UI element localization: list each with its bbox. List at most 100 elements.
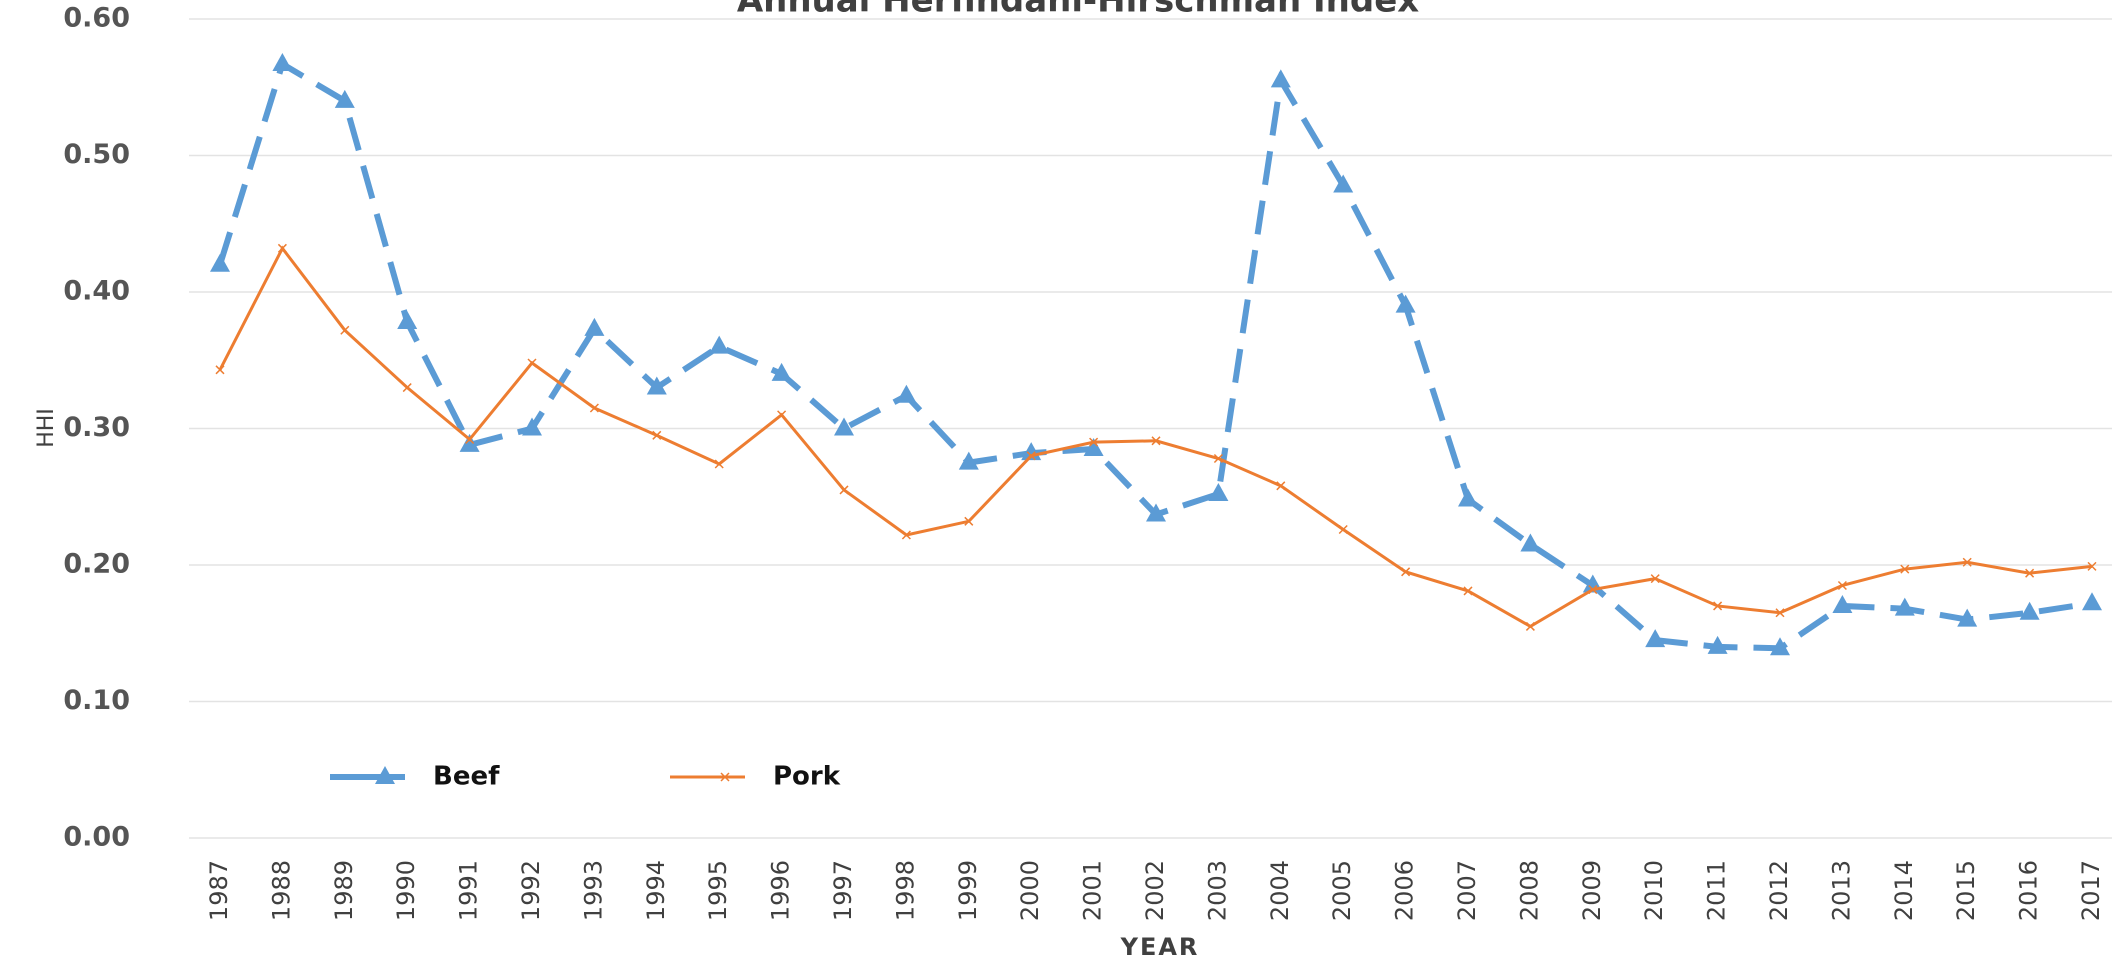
point-marker [589,403,599,413]
point-marker [215,365,225,375]
x-tick-label: 2004 [1266,860,1294,921]
y-tick-label: 0.00 [63,822,130,853]
point-marker [1151,436,1161,446]
point-marker [1520,533,1541,552]
point-marker [334,89,355,108]
point-marker [1395,294,1416,313]
point-marker [1588,585,1598,595]
point-marker [709,335,730,354]
point-marker [777,410,787,420]
x-tick-label: 1993 [579,860,607,921]
point-marker [277,243,287,253]
point-marker [402,383,412,393]
point-marker [1713,601,1723,611]
x-tick-label: 1999 [954,860,982,921]
x-tick-label: 1996 [767,860,795,921]
point-marker [646,376,667,395]
point-marker [720,772,730,782]
point-marker [522,417,542,436]
x-tick-label: 1990 [392,860,420,921]
series: Beef [210,53,2102,792]
y-tick-label: 0.30 [63,412,130,443]
x-tick-label: 2010 [1640,860,1668,921]
point-marker [272,53,293,72]
point-marker [1832,594,1853,613]
y-tick-label: 0.10 [63,685,130,716]
point-marker [652,430,662,440]
x-tick-label: 1989 [330,860,358,921]
chart-title: Annual Herfindahl-Hirschman Index [737,0,1419,21]
point-marker [1894,597,1915,616]
point-marker [340,325,350,335]
x-tick-label: 1988 [267,860,295,921]
point-marker [1276,481,1286,491]
x-tick-label: 1995 [704,860,732,921]
x-tick-label: 1987 [205,860,233,921]
point-marker [1338,524,1348,535]
point-marker [2087,561,2097,571]
point-marker [839,485,849,495]
x-tick-label: 2000 [1016,860,1044,921]
x-tick-label: 2008 [1515,860,1543,921]
point-marker [1089,437,1099,447]
point-marker [1837,580,1847,591]
point-marker [1208,483,1229,502]
point-marker [834,417,854,436]
x-tick-label: 2002 [1141,860,1169,921]
x-tick-label: 2005 [1328,860,1356,921]
x-tick-label: 2013 [1827,860,1855,921]
point-marker [1270,69,1291,88]
x-tick-label: 1991 [455,860,483,921]
point-marker [714,459,724,469]
point-marker [1333,174,1354,193]
point-marker [1900,564,1910,574]
point-marker [1650,574,1660,584]
y-tick-label: 0.40 [63,276,130,307]
point-marker [210,253,230,272]
x-tick-label: 1998 [891,860,919,921]
x-tick-label: 2007 [1453,860,1481,921]
point-marker [459,433,480,452]
point-marker [1083,437,1104,456]
y-tick-label: 0.50 [63,139,130,170]
point-marker [896,384,917,403]
y-tick-label: 0.60 [63,3,130,34]
x-tick-label: 2017 [2077,860,2105,921]
x-tick-label: 2003 [1203,860,1231,921]
point-marker [1707,635,1728,654]
point-marker [1213,453,1223,464]
point-marker [901,530,911,540]
x-tick-label: 1997 [829,860,857,921]
point-marker [2082,592,2102,611]
point-marker [1957,608,1978,627]
point-marker [1401,567,1411,577]
x-tick-label: 1994 [642,860,670,921]
point-marker [1026,451,1036,461]
x-tick-label: 2015 [1952,860,1980,921]
point-marker [1463,586,1473,596]
point-marker [584,317,605,336]
x-tick-label: 2001 [1079,860,1107,921]
x-tick-label: 2009 [1578,860,1606,921]
x-tick-label: 2012 [1765,860,1793,921]
y-tick-label: 0.20 [63,549,130,580]
point-marker [1525,621,1535,631]
point-marker [964,516,974,526]
point-marker [771,362,792,381]
point-marker [1775,608,1785,618]
x-tick-label: 2006 [1391,860,1419,921]
x-tick-label: 2011 [1703,860,1731,921]
point-marker [465,434,475,444]
legend-label: Beef [433,762,500,792]
point-marker [1770,637,1790,656]
point-marker [1962,557,1972,567]
series: Pork [215,243,2097,792]
point-marker [2025,568,2035,578]
point-marker [1146,503,1166,522]
x-tick-label: 1992 [517,860,545,921]
point-marker [1458,488,1478,507]
x-tick-label: 2014 [1890,860,1918,921]
point-marker [375,766,395,784]
point-marker [397,311,418,330]
